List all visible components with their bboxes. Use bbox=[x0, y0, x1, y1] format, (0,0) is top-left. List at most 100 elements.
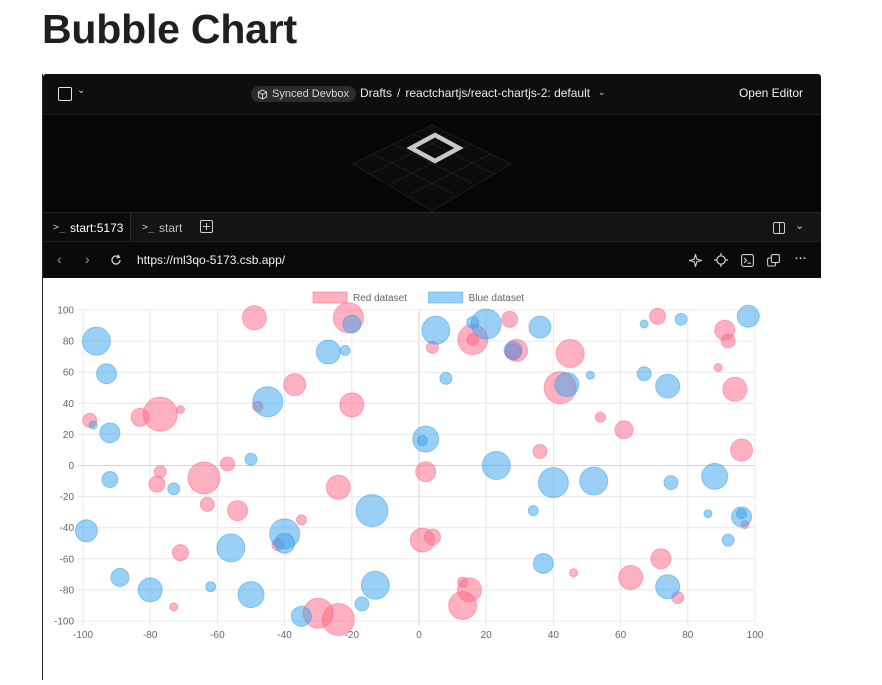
bubble-point[interactable] bbox=[618, 564, 644, 590]
popout-icon[interactable] bbox=[767, 254, 780, 267]
bubble-point[interactable] bbox=[713, 363, 723, 373]
legend-label[interactable]: Red dataset bbox=[353, 293, 407, 304]
bubble-point[interactable] bbox=[142, 396, 178, 432]
bubble-point[interactable] bbox=[187, 461, 221, 495]
bubble-point[interactable] bbox=[355, 494, 389, 528]
bubble-point[interactable] bbox=[423, 528, 441, 546]
bubble-point[interactable] bbox=[199, 496, 215, 512]
more-icon[interactable]: ··· bbox=[794, 249, 807, 266]
bubble-point[interactable] bbox=[81, 326, 111, 356]
breadcrumb-folder[interactable]: Drafts bbox=[360, 86, 393, 100]
bubble-point[interactable] bbox=[339, 344, 351, 356]
bubble-point[interactable] bbox=[655, 373, 681, 399]
bubble-point[interactable] bbox=[649, 307, 667, 325]
breadcrumb[interactable]: Drafts / reactchartjs/react-chartjs-2: def… bbox=[360, 86, 590, 100]
devbox-badge[interactable]: Synced Devbox bbox=[251, 86, 357, 102]
bubble-point[interactable] bbox=[532, 552, 554, 574]
bubble-point[interactable] bbox=[290, 605, 312, 627]
bubble-point[interactable] bbox=[594, 411, 606, 423]
bubble-point[interactable] bbox=[555, 339, 585, 369]
bubble-point[interactable] bbox=[110, 567, 130, 587]
breadcrumb-project[interactable]: reactchartjs/react-chartjs-2: default bbox=[405, 86, 591, 100]
bubble-point[interactable] bbox=[171, 544, 189, 562]
legend-swatch[interactable] bbox=[428, 291, 464, 304]
url-field[interactable]: https://ml3qo-5173.csb.app/ bbox=[137, 253, 286, 267]
bubble-point[interactable] bbox=[650, 548, 672, 570]
bubble-point[interactable] bbox=[703, 509, 713, 519]
bubble-point[interactable] bbox=[148, 475, 166, 493]
bubble-point[interactable] bbox=[720, 333, 736, 349]
bubble-point[interactable] bbox=[639, 319, 649, 329]
bubble-point[interactable] bbox=[205, 581, 217, 593]
bubble-point[interactable] bbox=[167, 482, 181, 496]
menu-square-icon[interactable] bbox=[58, 87, 72, 101]
bubble-point[interactable] bbox=[457, 576, 469, 588]
bubble-point[interactable] bbox=[527, 505, 539, 517]
bubble-point[interactable] bbox=[360, 570, 390, 600]
bubble-point[interactable] bbox=[614, 420, 634, 440]
bubble-point[interactable] bbox=[342, 314, 362, 334]
bubble-point[interactable] bbox=[721, 533, 735, 547]
bubble-point[interactable] bbox=[731, 506, 753, 528]
reload-icon[interactable] bbox=[110, 254, 122, 266]
bubble-point[interactable] bbox=[354, 596, 370, 612]
bubble-point[interactable] bbox=[252, 386, 284, 418]
bubble-point[interactable] bbox=[237, 581, 265, 609]
bubble-point[interactable] bbox=[501, 310, 519, 328]
bubble-point[interactable] bbox=[219, 456, 235, 472]
bubble-point[interactable] bbox=[674, 312, 688, 326]
bubble-point[interactable] bbox=[537, 467, 569, 499]
bubble-point[interactable] bbox=[663, 475, 679, 491]
bubble-point[interactable] bbox=[579, 466, 609, 496]
bubble-point[interactable] bbox=[274, 532, 296, 554]
bubble-point[interactable] bbox=[295, 514, 307, 526]
bubble-point[interactable] bbox=[569, 568, 579, 578]
sparkle-icon[interactable] bbox=[689, 254, 702, 267]
terminal-icon[interactable] bbox=[741, 254, 754, 267]
bubble-point[interactable] bbox=[244, 452, 258, 466]
bubble-point[interactable] bbox=[216, 533, 246, 563]
crosshair-icon[interactable] bbox=[714, 253, 728, 267]
bubble-point[interactable] bbox=[325, 474, 351, 500]
add-tab-icon[interactable] bbox=[200, 220, 213, 233]
bubble-point[interactable] bbox=[241, 305, 267, 331]
bubble-point[interactable] bbox=[415, 461, 437, 483]
bubble-point[interactable] bbox=[175, 405, 185, 415]
bubble-point[interactable] bbox=[439, 371, 453, 385]
chevron-down-icon[interactable]: ⌄ bbox=[598, 87, 606, 97]
bubble-point[interactable] bbox=[503, 340, 523, 360]
tab-start[interactable]: >_ start bbox=[132, 213, 192, 242]
back-arrow-icon[interactable]: ‹ bbox=[57, 251, 62, 267]
bubble-point[interactable] bbox=[101, 470, 119, 488]
open-editor-button[interactable]: Open Editor bbox=[738, 86, 803, 100]
forward-arrow-icon[interactable]: › bbox=[85, 251, 90, 267]
bubble-point[interactable] bbox=[701, 462, 729, 490]
chevron-down-icon[interactable]: ⌄ bbox=[77, 85, 86, 96]
bubble-point[interactable] bbox=[169, 602, 179, 612]
bubble-point[interactable] bbox=[636, 366, 652, 382]
bubble-point[interactable] bbox=[481, 451, 511, 480]
bubble-point[interactable] bbox=[339, 392, 365, 418]
bubble-point[interactable] bbox=[532, 444, 548, 460]
bubble-point[interactable] bbox=[96, 363, 118, 385]
bubble-point[interactable] bbox=[585, 370, 595, 380]
tab-start-5173[interactable]: >_ start:5173 bbox=[43, 213, 131, 242]
bubble-point[interactable] bbox=[137, 577, 163, 603]
bubble-point[interactable] bbox=[466, 333, 480, 347]
bubble-point[interactable] bbox=[528, 315, 552, 339]
bubble-point[interactable] bbox=[655, 574, 681, 600]
bubble-point[interactable] bbox=[99, 422, 121, 444]
bubble-point[interactable] bbox=[74, 519, 98, 543]
legend-label[interactable]: Blue dataset bbox=[469, 293, 525, 304]
bubble-point[interactable] bbox=[730, 438, 754, 462]
bubble-point[interactable] bbox=[421, 315, 451, 345]
bubble-point[interactable] bbox=[315, 339, 341, 365]
split-view-icon[interactable] bbox=[773, 222, 785, 234]
legend-swatch[interactable] bbox=[312, 291, 348, 304]
bubble-point[interactable] bbox=[416, 435, 428, 447]
bubble-point[interactable] bbox=[554, 372, 580, 398]
bubble-point[interactable] bbox=[283, 373, 307, 397]
bubble-point[interactable] bbox=[88, 420, 98, 430]
chevron-down-icon[interactable]: ⌄ bbox=[795, 220, 805, 232]
bubble-point[interactable] bbox=[227, 500, 249, 522]
